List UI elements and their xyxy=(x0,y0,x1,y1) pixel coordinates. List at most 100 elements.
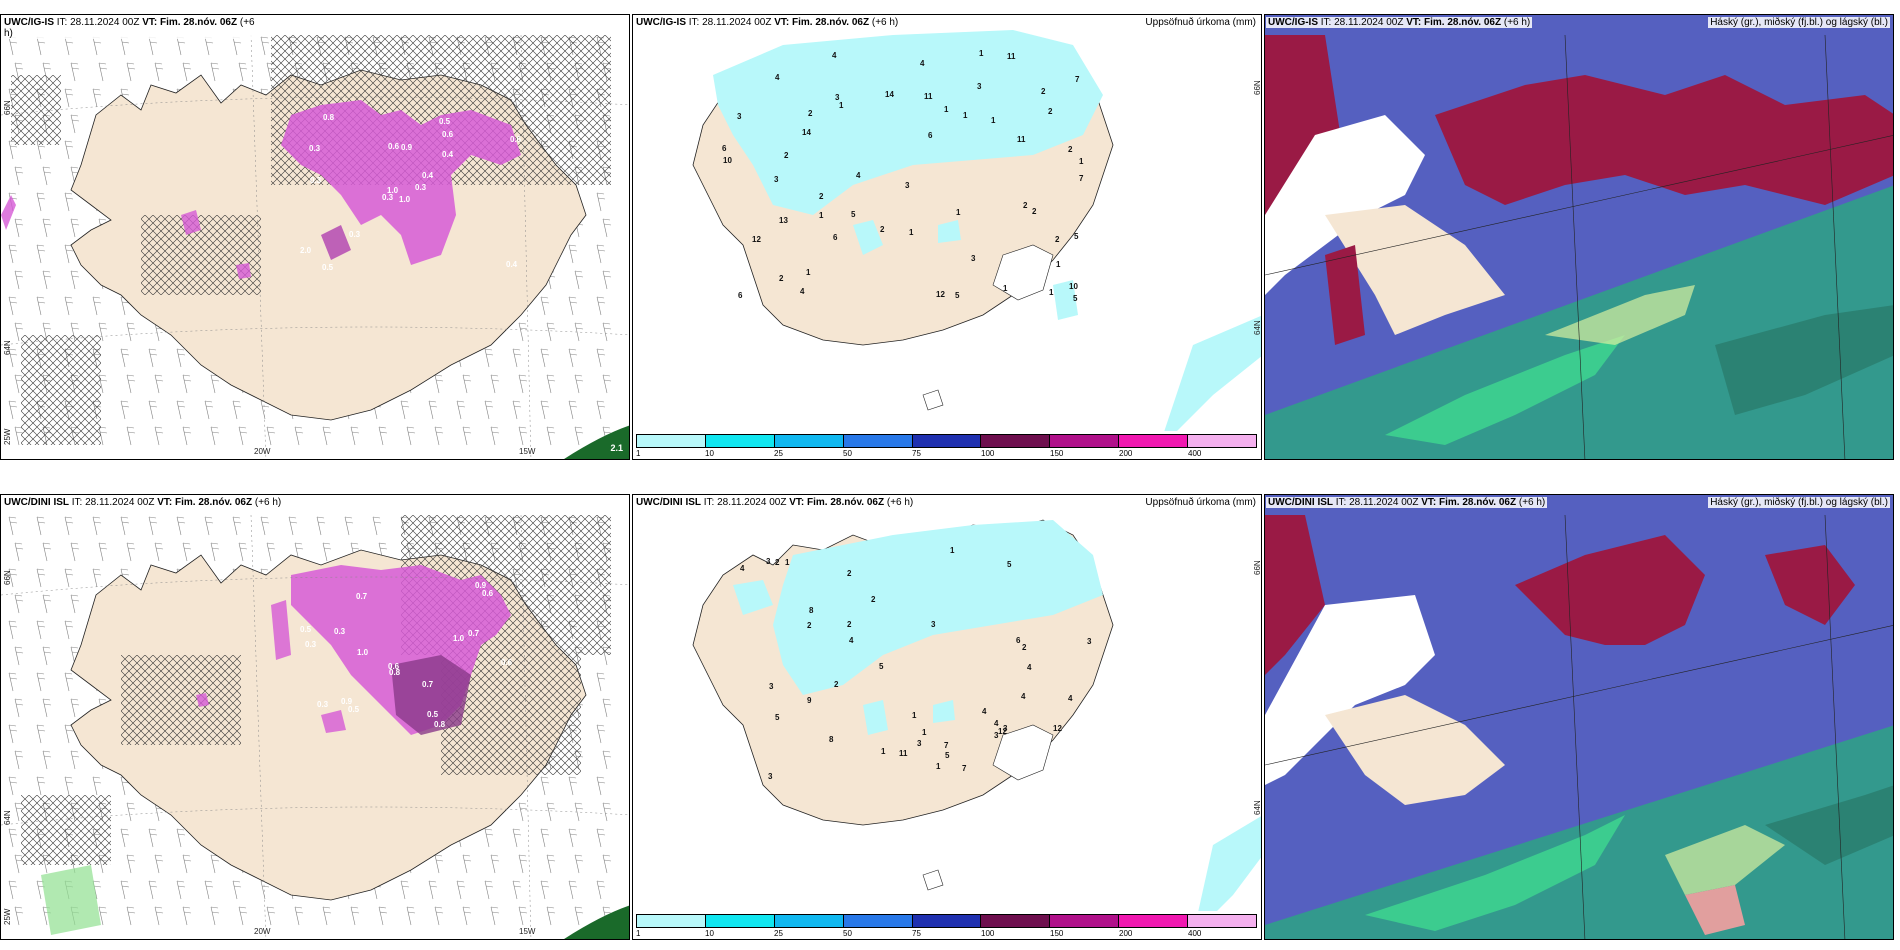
map-value-label: 1.0 xyxy=(399,195,411,204)
precip-legend: 1 10 25 50 75 100 150 200 400 xyxy=(633,911,1261,939)
wind-barb xyxy=(602,698,612,718)
map-value-label: 1 xyxy=(950,546,955,555)
map-value-label: 1 xyxy=(944,105,949,114)
wind-barb xyxy=(322,542,332,562)
green-contour xyxy=(564,905,629,939)
wind-barb xyxy=(64,568,74,588)
wind-barb xyxy=(434,374,444,394)
wind-barb xyxy=(154,542,164,562)
wind-barb xyxy=(574,270,584,290)
wind-barb xyxy=(64,776,74,796)
map-value-label: 3 xyxy=(917,739,922,748)
wind-barb xyxy=(568,776,578,796)
wind-barb xyxy=(540,348,550,368)
panel-dini-precip: UWC/DINI ISL IT: 28.11.2024 00Z VT: Fim.… xyxy=(632,494,1262,940)
wind-barb xyxy=(210,854,220,874)
wind-barb xyxy=(8,348,18,368)
wind-barb xyxy=(98,906,108,926)
wind-barb xyxy=(120,880,130,900)
wind-barb xyxy=(176,348,186,368)
legend-tick-label: 25 xyxy=(774,929,783,938)
wind-barb xyxy=(182,426,192,446)
wind-barb xyxy=(8,516,18,536)
legend-tick-label: 1 xyxy=(636,449,641,458)
map-value-label: 1 xyxy=(979,49,984,58)
wind-barb xyxy=(512,880,522,900)
map-value-label: 1 xyxy=(1079,157,1084,166)
wind-barb xyxy=(568,880,578,900)
wind-barb xyxy=(490,906,500,926)
lat-label-66n: 66N xyxy=(3,570,12,585)
map-value-label: 1 xyxy=(963,111,968,120)
wind-barb xyxy=(120,348,130,368)
map-value-label: 11 xyxy=(1017,135,1026,144)
wind-barb xyxy=(154,426,164,446)
map-value-label: 1 xyxy=(819,211,824,220)
wind-barb xyxy=(378,906,388,926)
map-value-label: 0.4 xyxy=(422,171,434,180)
map-value-label: 2 xyxy=(847,569,852,578)
map-value-label: 5 xyxy=(879,662,884,671)
wind-barb xyxy=(36,192,46,212)
wind-barb xyxy=(204,36,214,56)
wind-barb xyxy=(596,192,606,212)
wind-barb xyxy=(120,36,130,56)
precip-map-ig xyxy=(692,30,1261,435)
wind-barb xyxy=(574,906,584,926)
legend-swatch xyxy=(1188,915,1257,927)
map-value-label: 4 xyxy=(1021,692,1026,701)
map-value-label: 1 xyxy=(785,558,790,567)
wind-barb xyxy=(546,426,556,446)
map-value-label: 0.5 xyxy=(348,705,360,714)
panel-ig-cloud: UWC/IG-IS IT: 28.11.2024 00Z VT: Fim. 28… xyxy=(1264,14,1894,460)
legend-swatch xyxy=(774,915,844,927)
wind-barb xyxy=(232,400,242,420)
wind-barb xyxy=(14,698,24,718)
wind-barb xyxy=(14,646,24,666)
legend-swatch xyxy=(1188,435,1257,447)
lon-label-15w: 15W xyxy=(519,447,536,456)
wind-barb xyxy=(232,516,242,536)
map-value-label: 0.8 xyxy=(323,113,335,122)
map-value-label: 2 xyxy=(1023,201,1028,210)
wind-barb xyxy=(64,244,74,264)
wind-barb xyxy=(518,322,528,342)
wind-barb xyxy=(456,400,466,420)
white-areas xyxy=(922,724,1054,891)
panel-subtitle: Háský (gr.), miðský (fj.bl.) og lágský (… xyxy=(1708,497,1890,508)
precip-magenta-areas xyxy=(1,100,521,279)
panel-subtitle: Háský (gr.), miðský (fj.bl.) og lágský (… xyxy=(1708,17,1890,28)
wind-barb xyxy=(148,828,158,848)
map-value-label: 0.3 xyxy=(310,176,322,185)
wind-barb xyxy=(602,322,612,342)
map-value-label: 1 xyxy=(922,728,927,737)
map-value-label: 0.5 xyxy=(427,710,439,719)
map-value-label: 6 xyxy=(738,291,743,300)
map-value-label: 10 xyxy=(1069,282,1078,291)
wind-barb xyxy=(596,776,606,796)
map-value-label: 3 xyxy=(835,93,840,102)
legend-swatch xyxy=(843,435,913,447)
wind-barb xyxy=(42,646,52,666)
wind-barb xyxy=(400,400,410,420)
legend-colorbar xyxy=(636,434,1257,448)
legend-swatch xyxy=(1119,915,1189,927)
wind-barb xyxy=(512,348,522,368)
map-value-label: 0.5 xyxy=(322,263,334,272)
wind-barb xyxy=(540,828,550,848)
wind-barb xyxy=(568,244,578,264)
wind-barb xyxy=(372,516,382,536)
map-value-label: 1 xyxy=(1056,260,1061,269)
lat-label-64n: 64N xyxy=(1253,800,1262,815)
map-value-label: 5 xyxy=(775,713,780,722)
legend-swatch xyxy=(843,915,913,927)
legend-swatch xyxy=(637,435,706,447)
green-area xyxy=(41,865,101,935)
wind-barb xyxy=(8,244,18,264)
wind-barb xyxy=(518,854,528,874)
precip-light-areas xyxy=(733,520,1261,935)
map-value-label: 0.9 xyxy=(475,581,487,590)
legend-swatch xyxy=(637,915,706,927)
wind-barb xyxy=(288,516,298,536)
wind-barb xyxy=(36,724,46,744)
